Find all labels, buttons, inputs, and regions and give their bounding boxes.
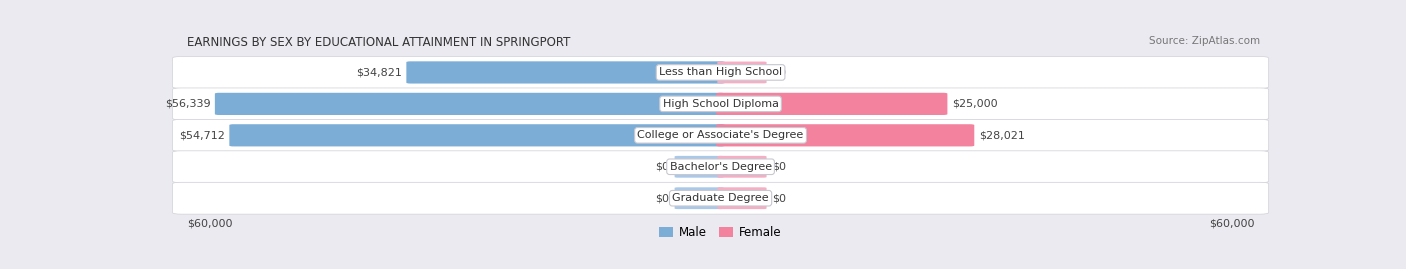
- Text: $60,000: $60,000: [1209, 219, 1254, 229]
- Text: High School Diploma: High School Diploma: [662, 99, 779, 109]
- FancyBboxPatch shape: [717, 156, 766, 178]
- Text: EARNINGS BY SEX BY EDUCATIONAL ATTAINMENT IN SPRINGPORT: EARNINGS BY SEX BY EDUCATIONAL ATTAINMEN…: [187, 36, 569, 49]
- Text: Bachelor's Degree: Bachelor's Degree: [669, 162, 772, 172]
- Text: Source: ZipAtlas.com: Source: ZipAtlas.com: [1149, 36, 1260, 47]
- FancyBboxPatch shape: [173, 88, 1268, 120]
- Text: $54,712: $54,712: [179, 130, 225, 140]
- FancyBboxPatch shape: [173, 119, 1268, 151]
- FancyBboxPatch shape: [716, 93, 948, 115]
- Text: $28,021: $28,021: [979, 130, 1025, 140]
- Text: $0: $0: [655, 162, 669, 172]
- FancyBboxPatch shape: [406, 61, 725, 84]
- Text: $25,000: $25,000: [952, 99, 997, 109]
- Text: Less than High School: Less than High School: [659, 68, 782, 77]
- Text: Graduate Degree: Graduate Degree: [672, 193, 769, 203]
- Text: College or Associate's Degree: College or Associate's Degree: [637, 130, 804, 140]
- FancyBboxPatch shape: [229, 124, 725, 146]
- Text: $34,821: $34,821: [356, 68, 402, 77]
- Text: $0: $0: [772, 162, 786, 172]
- FancyBboxPatch shape: [215, 93, 725, 115]
- FancyBboxPatch shape: [716, 124, 974, 146]
- Text: $0: $0: [655, 193, 669, 203]
- Legend: Male, Female: Male, Female: [655, 221, 786, 244]
- Text: $60,000: $60,000: [187, 219, 232, 229]
- FancyBboxPatch shape: [173, 151, 1268, 183]
- Text: $0: $0: [772, 68, 786, 77]
- Text: $0: $0: [772, 193, 786, 203]
- Text: $56,339: $56,339: [165, 99, 211, 109]
- FancyBboxPatch shape: [717, 62, 766, 83]
- FancyBboxPatch shape: [717, 187, 766, 209]
- FancyBboxPatch shape: [675, 187, 724, 209]
- FancyBboxPatch shape: [675, 156, 724, 178]
- FancyBboxPatch shape: [173, 56, 1268, 89]
- FancyBboxPatch shape: [173, 182, 1268, 214]
